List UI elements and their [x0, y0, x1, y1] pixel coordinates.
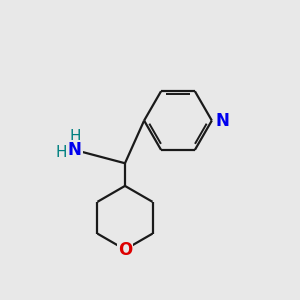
Text: H: H	[69, 129, 81, 144]
Text: H: H	[56, 146, 68, 160]
Text: N: N	[216, 112, 230, 130]
Text: N: N	[68, 141, 82, 159]
Text: O: O	[118, 241, 132, 259]
